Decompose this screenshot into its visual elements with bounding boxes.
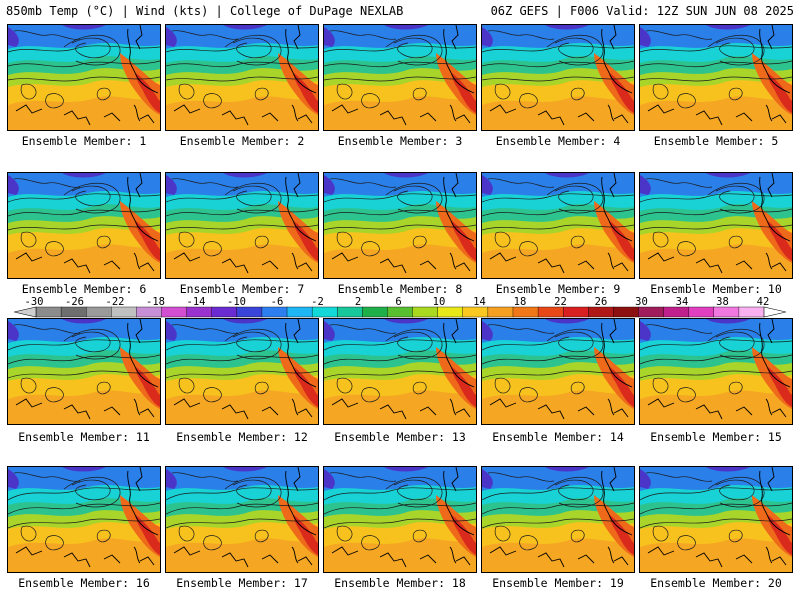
ensemble-member-label: Ensemble Member: 3 <box>337 134 463 148</box>
ensemble-member-label: Ensemble Member: 4 <box>495 134 621 148</box>
ensemble-member-label: Ensemble Member: 5 <box>653 134 779 148</box>
colorbar-tick-label: 18 <box>513 296 527 308</box>
ensemble-member-label: Ensemble Member: 14 <box>492 430 624 444</box>
ensemble-member-label: Ensemble Member: 2 <box>179 134 305 148</box>
ensemble-member-map <box>165 172 319 279</box>
colorbar-tick-label: 30 <box>635 296 648 308</box>
colorbar-tick-label: -2 <box>311 296 324 308</box>
ensemble-member-label: Ensemble Member: 8 <box>337 282 463 296</box>
ensemble-member-label: Ensemble Member: 11 <box>18 430 150 444</box>
ensemble-member-map <box>7 466 161 573</box>
ensemble-member-label: Ensemble Member: 6 <box>21 282 147 296</box>
ensemble-member-label: Ensemble Member: 1 <box>21 134 147 148</box>
colorbar-tick-label: -14 <box>186 296 206 308</box>
colorbar-tick-label: 38 <box>716 296 729 308</box>
ensemble-member-map <box>481 172 635 279</box>
ensemble-member-map <box>639 24 793 131</box>
ensemble-member-label: Ensemble Member: 16 <box>18 576 150 590</box>
ensemble-member-map <box>639 466 793 573</box>
ensemble-member-label: Ensemble Member: 13 <box>334 430 466 444</box>
ensemble-member-label: Ensemble Member: 9 <box>495 282 621 296</box>
ensemble-member-map <box>7 172 161 279</box>
colorbar-tick-label: 34 <box>675 296 689 308</box>
ensemble-member-map <box>639 172 793 279</box>
temperature-colorbar <box>14 306 786 318</box>
ensemble-member-map <box>323 466 477 573</box>
ensemble-member-label: Ensemble Member: 17 <box>176 576 308 590</box>
colorbar-tick-label: 10 <box>432 296 446 308</box>
ensemble-member-map <box>323 318 477 425</box>
colorbar-tick-label: 6 <box>395 296 402 308</box>
ensemble-member-label: Ensemble Member: 12 <box>176 430 308 444</box>
ensemble-member-label: Ensemble Member: 15 <box>650 430 782 444</box>
colorbar-tick-label: 26 <box>594 296 608 308</box>
colorbar-tick-label: -6 <box>270 296 284 308</box>
ensemble-member-map <box>7 24 161 131</box>
ensemble-member-map <box>481 24 635 131</box>
colorbar-tick-label: 22 <box>554 296 567 308</box>
colorbar-tick-label: -26 <box>65 296 84 308</box>
ensemble-member-map <box>7 318 161 425</box>
ensemble-member-map <box>323 172 477 279</box>
model-run-info: 06Z GEFS | F006 Valid: 12Z SUN JUN 08 20… <box>490 4 794 18</box>
ensemble-member-label: Ensemble Member: 7 <box>179 282 305 296</box>
ensemble-member-label: Ensemble Member: 18 <box>334 576 466 590</box>
ensemble-member-map <box>165 466 319 573</box>
ensemble-member-label: Ensemble Member: 19 <box>492 576 624 590</box>
colorbar-tick-label: 2 <box>354 296 362 308</box>
colorbar-tick-label: 42 <box>756 296 770 308</box>
ensemble-member-map <box>165 24 319 131</box>
colorbar-labels: -30 -26 -22 -18 -14 -10 -6 -2 2 6 10 14 18 22 26 30 34 38… <box>0 297 800 309</box>
colorbar-left-arrow <box>14 306 37 318</box>
colorbar-tick-label: -22 <box>105 296 125 308</box>
ensemble-member-map <box>481 466 635 573</box>
colorbar-right-arrow <box>763 306 786 318</box>
ensemble-member-map <box>481 318 635 425</box>
colorbar-tick-label: -10 <box>227 296 246 308</box>
colorbar-tick-label: 14 <box>473 296 486 308</box>
ensemble-member-label: Ensemble Member: 10 <box>650 282 782 296</box>
ensemble-member-map <box>639 318 793 425</box>
colorbar-tick-label: -18 <box>146 296 165 308</box>
map-title: 850mb Temp (°C) | Wind (kts) | College o… <box>6 4 404 18</box>
ensemble-member-label: Ensemble Member: 20 <box>650 576 782 590</box>
ensemble-member-map <box>323 24 477 131</box>
colorbar-tick-label: -30 <box>24 296 44 308</box>
ensemble-member-map <box>165 318 319 425</box>
